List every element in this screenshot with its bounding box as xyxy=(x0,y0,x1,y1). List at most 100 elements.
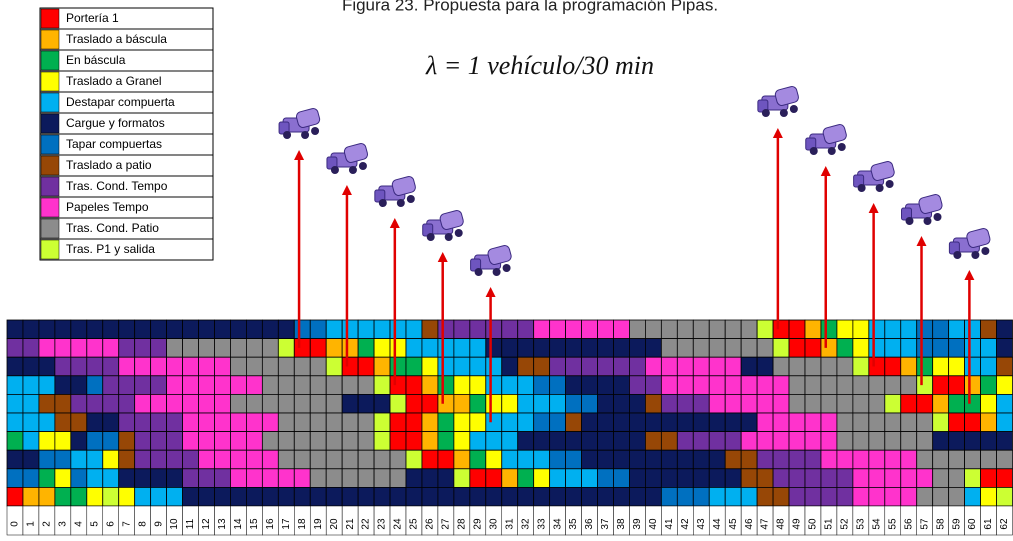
schedule-cell xyxy=(932,393,950,414)
schedule-cell xyxy=(916,338,934,358)
truck-wheel xyxy=(809,147,818,155)
legend-label: Cargue y formatos xyxy=(66,116,165,130)
schedule-cell xyxy=(740,319,758,340)
schedule-cell xyxy=(916,412,934,433)
schedule-cell xyxy=(676,393,694,414)
column-label-cell xyxy=(22,505,40,536)
schedule-cell xyxy=(357,338,375,358)
truck-wheel xyxy=(406,195,415,203)
schedule-cell xyxy=(389,431,407,451)
schedule-cell xyxy=(293,449,311,470)
schedule-cell xyxy=(293,393,311,414)
arrow-head xyxy=(916,236,927,246)
schedule-cell xyxy=(517,338,535,358)
schedule-cell xyxy=(485,449,503,470)
schedule-cell xyxy=(245,449,263,470)
schedule-cell xyxy=(293,486,311,507)
schedule-cell xyxy=(198,338,215,358)
schedule-cell xyxy=(373,468,391,488)
schedule-cell xyxy=(421,468,439,488)
schedule-cell xyxy=(485,486,503,507)
truck-tank xyxy=(487,245,512,265)
schedule-cell xyxy=(214,393,231,414)
schedule-cell xyxy=(660,375,678,395)
schedule-cell xyxy=(469,468,487,488)
truck-wheel xyxy=(837,143,846,151)
schedule-cell xyxy=(341,319,359,340)
schedule-cell xyxy=(868,449,886,470)
schedule-cell xyxy=(230,356,247,377)
schedule-cell xyxy=(884,468,902,488)
schedule-cell xyxy=(325,375,343,395)
schedule-cell xyxy=(804,468,822,488)
schedule-cell xyxy=(676,431,694,451)
schedule-cell xyxy=(198,356,215,377)
schedule-cell xyxy=(134,356,152,377)
schedule-cell xyxy=(150,449,167,470)
schedule-cell xyxy=(102,449,120,470)
schedule-cell xyxy=(581,319,598,340)
truck-wheel xyxy=(358,162,367,170)
schedule-cell xyxy=(692,338,710,358)
schedule-cell xyxy=(613,338,630,358)
schedule-cell xyxy=(629,468,646,488)
schedule-cell xyxy=(166,468,183,488)
schedule-cell xyxy=(549,338,567,358)
schedule-cell xyxy=(405,486,423,507)
schedule-cell xyxy=(102,319,120,340)
column-label: 52 xyxy=(840,518,851,530)
column-label: 7 xyxy=(121,521,132,527)
schedule-cell xyxy=(309,375,327,395)
legend-swatch xyxy=(40,29,60,50)
schedule-cell xyxy=(453,338,471,358)
column-label: 22 xyxy=(361,518,372,530)
legend-label: Tras. Cond. Tempo xyxy=(66,179,168,193)
schedule-cell xyxy=(772,468,790,488)
schedule-cell xyxy=(485,356,503,377)
schedule-cell xyxy=(325,338,343,358)
schedule-cell xyxy=(692,468,710,488)
truck-wheel xyxy=(971,251,980,259)
schedule-cell xyxy=(469,338,487,358)
truck-wheel xyxy=(396,199,405,207)
schedule-cell xyxy=(485,393,503,414)
schedule-cell xyxy=(22,412,40,433)
schedule-cell xyxy=(613,375,630,395)
schedule-cell xyxy=(245,375,263,395)
schedule-cell xyxy=(645,319,662,340)
schedule-cell xyxy=(437,486,455,507)
schedule-cell xyxy=(277,356,295,377)
schedule-grid xyxy=(6,319,1013,507)
schedule-cell xyxy=(22,486,40,507)
schedule-cell xyxy=(724,338,742,358)
schedule-cell xyxy=(836,375,854,395)
schedule-cell xyxy=(70,431,88,451)
schedule-cell xyxy=(724,356,742,377)
schedule-cell xyxy=(565,375,582,395)
column-label: 24 xyxy=(393,518,404,530)
schedule-cell xyxy=(900,393,918,414)
schedule-cell xyxy=(214,449,231,470)
schedule-cell xyxy=(565,412,582,433)
schedule-cell xyxy=(293,319,311,340)
schedule-cell xyxy=(22,338,40,358)
column-label: 32 xyxy=(520,518,531,530)
schedule-cell xyxy=(309,431,327,451)
schedule-cell xyxy=(708,412,726,433)
schedule-cell xyxy=(948,412,966,433)
column-label: 61 xyxy=(983,518,994,530)
schedule-cell xyxy=(836,338,854,358)
schedule-cell xyxy=(565,449,582,470)
schedule-cell xyxy=(756,449,774,470)
schedule-cell xyxy=(836,431,854,451)
schedule-cell xyxy=(964,375,981,395)
schedule-cell xyxy=(820,319,838,340)
schedule-cell xyxy=(134,449,152,470)
schedule-cell xyxy=(692,375,710,395)
schedule-cell xyxy=(884,338,902,358)
schedule-cell xyxy=(549,393,567,414)
schedule-cell xyxy=(836,412,854,433)
schedule-cell xyxy=(836,468,854,488)
schedule-cell xyxy=(501,319,519,340)
schedule-cell xyxy=(341,356,359,377)
